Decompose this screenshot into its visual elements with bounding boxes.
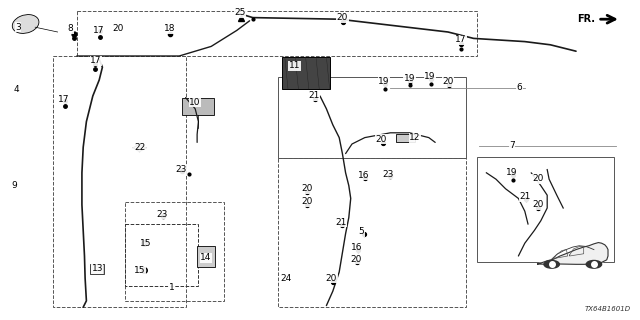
Polygon shape <box>538 243 608 264</box>
Text: 17: 17 <box>455 36 467 44</box>
Text: FR.: FR. <box>577 14 595 24</box>
Text: 16: 16 <box>351 244 362 252</box>
Text: 19: 19 <box>424 72 436 81</box>
Bar <box>278 77 466 158</box>
Text: 9: 9 <box>12 181 17 190</box>
Text: 19: 19 <box>378 77 390 86</box>
Text: 4: 4 <box>13 85 19 94</box>
Circle shape <box>544 260 559 268</box>
Text: 14: 14 <box>200 253 212 262</box>
Text: 20: 20 <box>301 197 313 206</box>
Text: 19: 19 <box>404 74 415 83</box>
Circle shape <box>586 260 602 268</box>
Text: 13: 13 <box>92 264 103 273</box>
Text: 7: 7 <box>509 141 515 150</box>
Text: 25: 25 <box>234 8 246 17</box>
Text: 16: 16 <box>358 171 369 180</box>
Text: 3: 3 <box>15 23 20 32</box>
Bar <box>53 56 186 307</box>
Bar <box>125 202 224 301</box>
Bar <box>182 98 214 115</box>
Text: 20: 20 <box>351 255 362 264</box>
Text: 17: 17 <box>90 56 102 65</box>
Text: 23: 23 <box>156 210 168 219</box>
Text: 15: 15 <box>134 266 145 275</box>
Text: 23: 23 <box>175 165 187 174</box>
Text: 12: 12 <box>409 133 420 142</box>
Bar <box>278 158 466 307</box>
Text: 11: 11 <box>289 61 300 70</box>
Text: 21: 21 <box>308 92 319 100</box>
Text: 6: 6 <box>517 84 522 92</box>
Text: 20: 20 <box>375 135 387 144</box>
Bar <box>125 224 198 286</box>
Text: 15: 15 <box>140 239 152 248</box>
Text: 18: 18 <box>164 24 175 33</box>
Text: 20: 20 <box>337 13 348 22</box>
Text: 20: 20 <box>442 77 454 86</box>
Text: 10: 10 <box>189 98 201 107</box>
Text: 20: 20 <box>113 24 124 33</box>
Bar <box>197 246 215 267</box>
Bar <box>77 11 477 56</box>
Text: 20: 20 <box>326 274 337 283</box>
Text: 22: 22 <box>134 143 145 152</box>
Text: 20: 20 <box>532 200 543 209</box>
Text: 1: 1 <box>169 284 174 292</box>
Text: 17: 17 <box>93 26 105 35</box>
Text: TX64B1601D: TX64B1601D <box>584 306 630 312</box>
Bar <box>282 57 330 89</box>
Polygon shape <box>133 144 146 152</box>
Text: 17: 17 <box>58 95 70 104</box>
Text: 23: 23 <box>383 170 394 179</box>
Bar <box>396 134 415 142</box>
Text: 20: 20 <box>301 184 313 193</box>
Bar <box>477 157 614 262</box>
Text: 20: 20 <box>532 174 543 183</box>
Text: 8: 8 <box>68 24 73 33</box>
Text: 5: 5 <box>359 228 364 236</box>
Text: 19: 19 <box>506 168 518 177</box>
Bar <box>90 264 104 274</box>
Text: 24: 24 <box>280 274 292 283</box>
Text: 21: 21 <box>335 218 347 227</box>
Text: 21: 21 <box>519 192 531 201</box>
Ellipse shape <box>12 15 39 33</box>
